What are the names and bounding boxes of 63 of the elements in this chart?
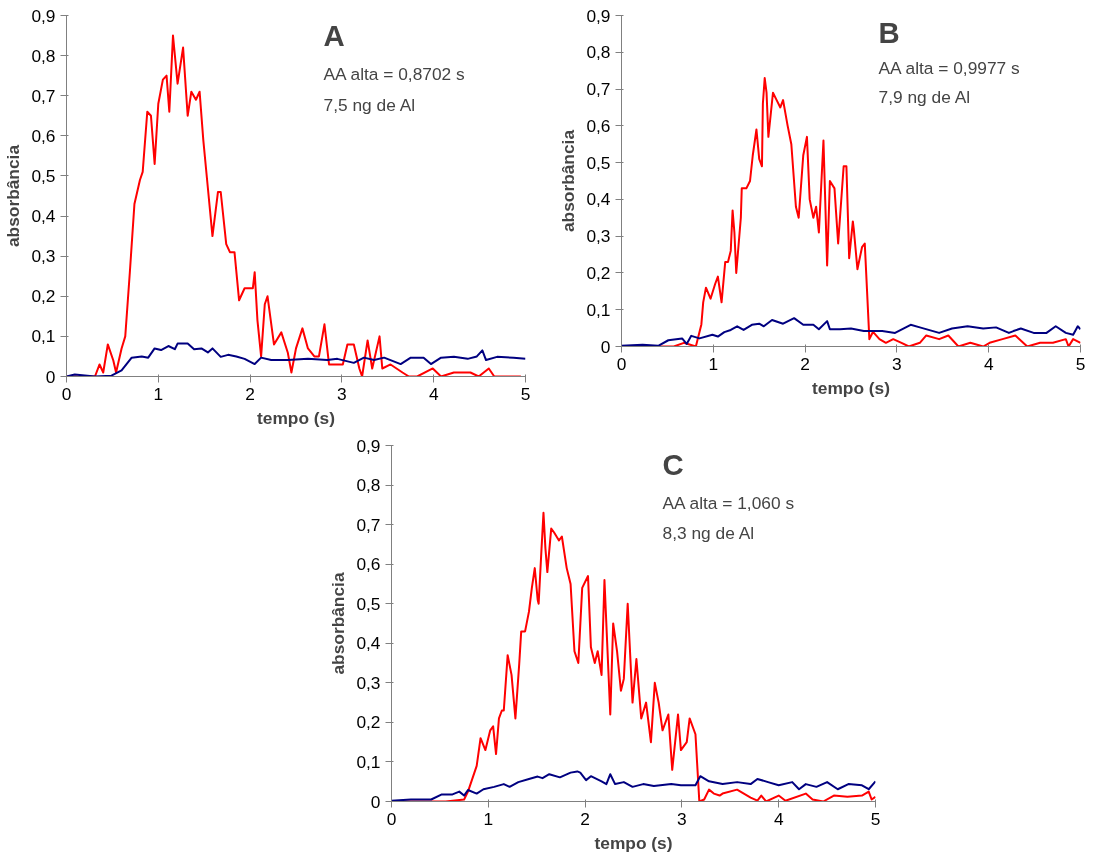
x-tick-label: 3	[892, 353, 902, 374]
x-tick-label: 0	[386, 808, 397, 829]
y-tick-label: 0,9	[31, 5, 56, 26]
x-tick-label: 0	[616, 353, 627, 374]
y-tick-label: 0	[600, 336, 611, 357]
y-tick-label: 0,8	[31, 45, 56, 66]
annotation: AA alta = 0,8702 s	[323, 64, 466, 85]
y-tick-label: 0,1	[356, 751, 381, 772]
y-axis-title: absorbância	[558, 129, 579, 233]
x-tick-label: 3	[337, 383, 347, 404]
chart-title: C	[662, 448, 684, 482]
y-tick-label: 0,5	[31, 165, 56, 186]
x-tick-label: 3	[677, 808, 687, 829]
x-tick-label: 2	[800, 353, 810, 374]
x-tick-label: 4	[773, 808, 784, 829]
y-tick-label: 0,5	[586, 152, 611, 173]
x-tick-label: 1	[483, 808, 494, 829]
x-tick-label: 4	[983, 353, 994, 374]
x-tick-label: 5	[1075, 353, 1086, 374]
y-tick-label: 0,8	[586, 42, 611, 63]
y-tick-label: 0,2	[586, 262, 611, 283]
chart-title: B	[878, 15, 900, 49]
y-tick-label: 0,4	[356, 633, 381, 654]
y-tick-label: 0,6	[31, 125, 56, 146]
x-tick-label: 5	[870, 808, 881, 829]
y-tick-label: 0	[370, 791, 381, 812]
y-tick-label: 0,7	[356, 514, 381, 535]
y-tick-label: 0,6	[586, 115, 611, 136]
annotation: 8,3 ng de Al	[662, 523, 755, 544]
annotation: 7,9 ng de Al	[878, 86, 971, 107]
y-axis-title: absorbância	[328, 572, 349, 675]
x-axis-title: tempo (s)	[812, 377, 890, 398]
annotation: AA alta = 1,060 s	[662, 493, 795, 514]
chart-title: A	[323, 18, 345, 52]
x-axis-title: tempo (s)	[257, 407, 335, 428]
x-tick-label: 1	[708, 353, 719, 374]
y-tick-label: 0,8	[356, 475, 381, 496]
y-tick-label: 0,7	[586, 79, 611, 100]
y-tick-label: 0,1	[31, 326, 56, 347]
x-tick-label: 0	[61, 383, 72, 404]
x-tick-label: 4	[428, 383, 439, 404]
x-axis-title: tempo (s)	[594, 832, 673, 853]
y-tick-label: 0,3	[31, 246, 56, 267]
y-tick-label: 0,2	[356, 712, 381, 733]
y-axis-title: absorbância	[3, 144, 24, 248]
annotation: 7,5 ng de Al	[323, 94, 416, 115]
y-tick-label: 0,6	[356, 554, 381, 575]
y-tick-label: 0,4	[31, 206, 56, 227]
x-tick-label: 1	[153, 383, 164, 404]
y-tick-label: 0,5	[356, 593, 381, 614]
x-tick-label: 5	[520, 383, 531, 404]
y-tick-label: 0,9	[586, 5, 611, 26]
y-tick-label: 0,3	[586, 226, 611, 247]
y-tick-label: 0,3	[356, 672, 381, 693]
x-tick-label: 2	[580, 808, 590, 829]
y-tick-label: 0	[45, 366, 56, 387]
y-tick-label: 0,7	[31, 85, 56, 106]
y-tick-label: 0,4	[586, 189, 611, 210]
y-tick-label: 0,9	[356, 435, 381, 456]
y-tick-label: 0,1	[586, 299, 611, 320]
y-tick-label: 0,2	[31, 286, 56, 307]
x-tick-label: 2	[245, 383, 255, 404]
annotation: AA alta = 0,9977 s	[878, 58, 1021, 79]
